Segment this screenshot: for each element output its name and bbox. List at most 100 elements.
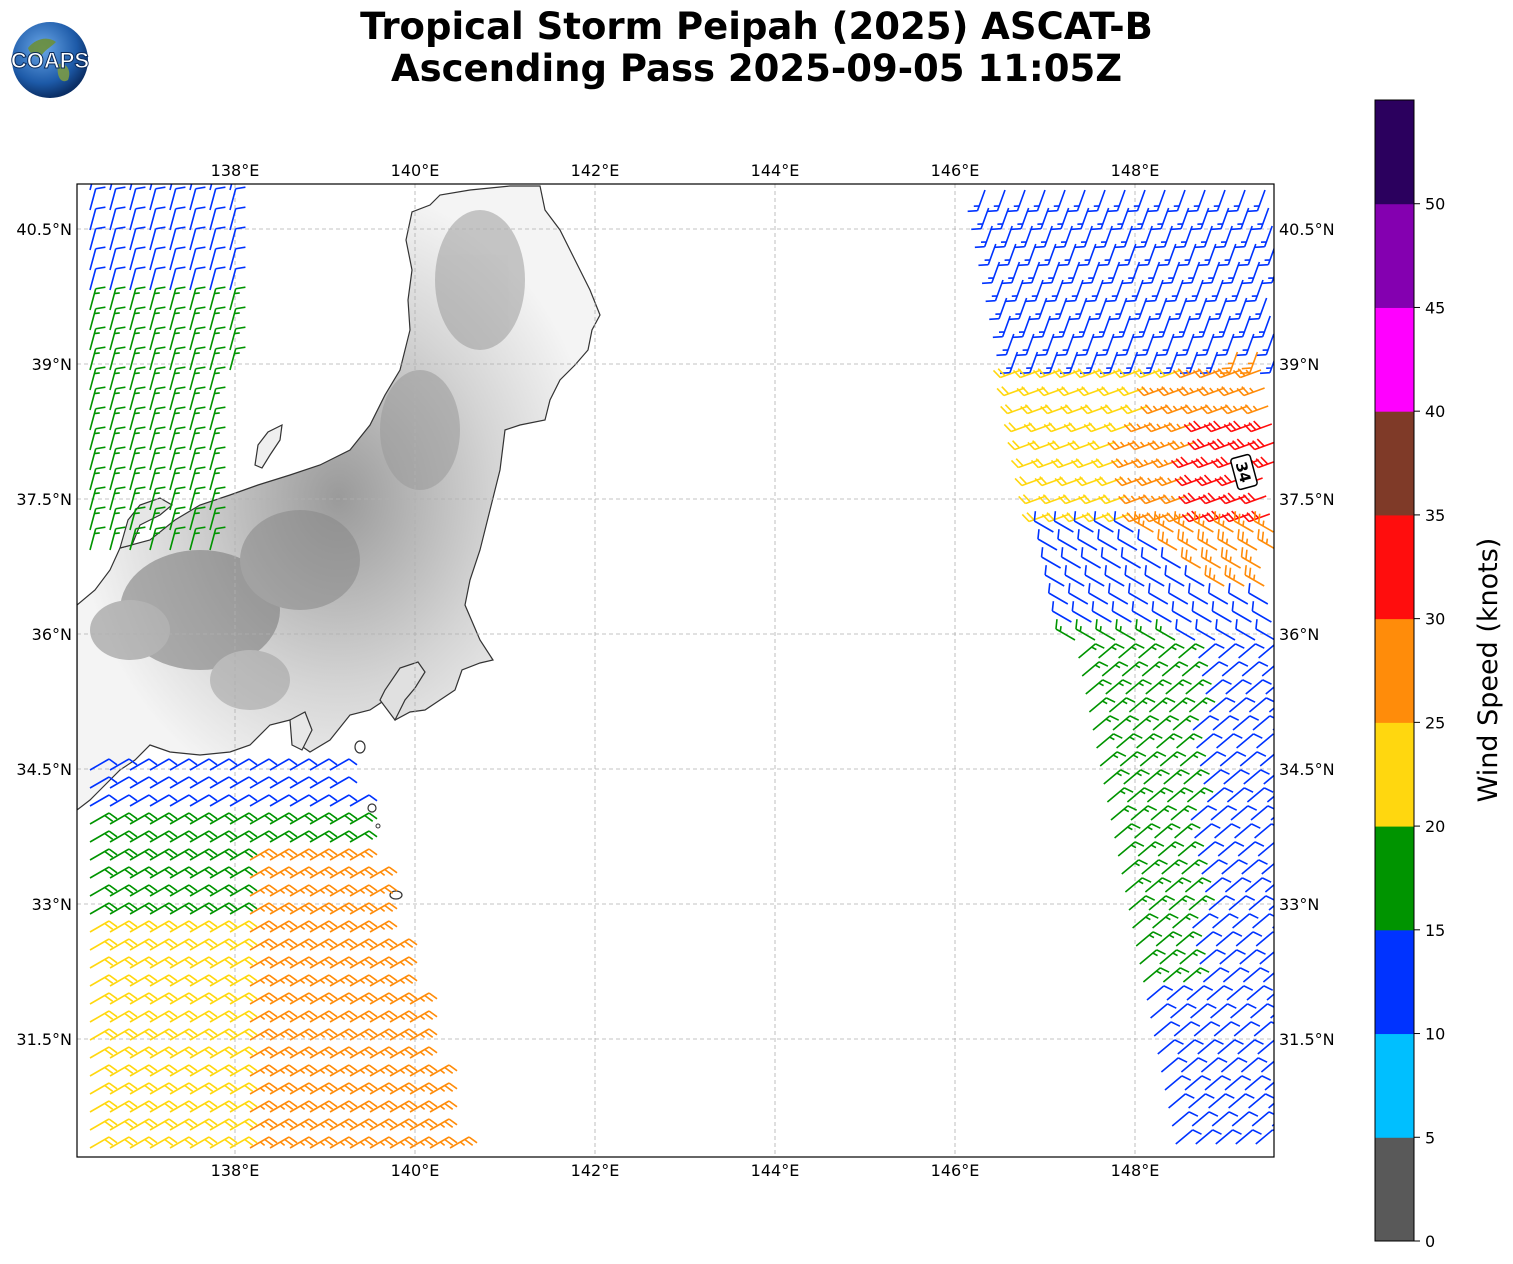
wind-barb: [1183, 769, 1210, 785]
wind-barb: [209, 1136, 238, 1149]
wind-barb: [1136, 386, 1165, 397]
wind-barb: [409, 1046, 438, 1059]
wind-barb: [89, 938, 118, 951]
wind-barb: [1163, 769, 1190, 785]
wind-barb: [1040, 547, 1061, 569]
wind-barb: [169, 1082, 198, 1095]
wind-barb: [129, 848, 158, 861]
wind-barb: [369, 1082, 398, 1095]
wind-barb: [209, 902, 238, 915]
wind-barb: [229, 186, 246, 211]
wind-barb: [409, 1028, 438, 1041]
wind-barb: [1089, 297, 1108, 321]
wind-barb: [189, 1100, 218, 1113]
wind-barb: [109, 758, 138, 771]
wind-barb: [1219, 351, 1239, 375]
wind-barb: [89, 830, 118, 843]
lon-label-top-140: 140°E: [391, 161, 440, 180]
wind-barb: [289, 974, 318, 987]
wind-barb: [1139, 751, 1167, 767]
wind-barb: [409, 1010, 438, 1023]
wind-barb: [209, 1028, 238, 1041]
wind-barb: [269, 776, 298, 789]
wind-barb: [89, 902, 118, 915]
wind-barb: [269, 1118, 298, 1131]
wind-barb: [1135, 931, 1163, 947]
wind-barb: [1134, 225, 1153, 249]
wind-barb: [229, 902, 258, 915]
wind-barb: [1186, 787, 1214, 803]
wind-barb: [189, 184, 206, 191]
wind-barb: [269, 938, 298, 951]
wind-barb: [129, 902, 158, 915]
wind-barb: [129, 426, 146, 451]
wind-barb: [1120, 404, 1149, 415]
wind-barb: [1255, 931, 1274, 947]
wind-barb: [1166, 787, 1194, 803]
wind-barb: [229, 1028, 258, 1041]
wind-barb: [1163, 422, 1193, 433]
wind-barb: [109, 486, 126, 511]
wind-barb: [1256, 333, 1274, 357]
wind-barb: [309, 812, 338, 825]
wind-barb: [249, 1136, 278, 1149]
wind-barb: [1208, 697, 1236, 713]
wind-barb: [269, 1046, 298, 1059]
wind-barb: [1215, 931, 1243, 947]
wind-barb: [289, 956, 318, 969]
wind-barb: [1260, 1057, 1274, 1073]
wind-barb: [109, 1064, 138, 1077]
wind-barb: [189, 1028, 218, 1041]
wind-barb: [1210, 805, 1238, 821]
wind-barb: [1154, 225, 1173, 249]
wind-barb: [1106, 787, 1134, 803]
wind-barb: [1268, 697, 1274, 713]
wind-barb: [329, 902, 358, 915]
wind-barb: [1175, 1129, 1202, 1145]
wind-barb: [109, 286, 126, 311]
wind-barb: [1205, 279, 1224, 303]
wind-barb: [1073, 511, 1094, 533]
wind-barb: [169, 266, 186, 291]
wind-barb: [1130, 805, 1158, 821]
wind-barb: [1239, 949, 1266, 965]
wind-barb: [1252, 715, 1274, 731]
wind-barb: [329, 992, 358, 1005]
wind-barb: [1098, 243, 1117, 267]
wind-barb: [109, 1136, 138, 1149]
wind-barb: [389, 956, 418, 969]
wind-barb: [1165, 679, 1192, 695]
wind-barb: [1065, 279, 1084, 303]
wind-barb: [149, 992, 178, 1005]
wind-barb: [89, 206, 106, 231]
wind-barb: [189, 1082, 218, 1095]
wind-barb: [209, 386, 226, 411]
wind-barb: [1164, 565, 1185, 587]
wind-barb: [1107, 440, 1136, 451]
wind-barb: [1108, 697, 1136, 713]
wind-barb: [1238, 643, 1265, 659]
wind-barb: [89, 974, 118, 987]
wind-barb: [1199, 751, 1227, 767]
wind-barb: [329, 1136, 358, 1149]
wind-barb: [109, 184, 126, 191]
wind-barb: [1147, 189, 1166, 213]
wind-barb: [189, 466, 206, 491]
wind-barb: [1180, 1057, 1208, 1073]
colorbar-tick-label: 45: [1425, 298, 1445, 317]
wind-barb: [1279, 641, 1305, 665]
wind-barb: [129, 386, 146, 411]
wind-barb: [1009, 297, 1028, 321]
wind-barb: [229, 794, 258, 807]
wind-barb: [1218, 243, 1237, 267]
wind-barb: [1252, 315, 1271, 339]
wind-barb: [229, 1082, 258, 1095]
wind-barb: [329, 758, 358, 771]
wind-barb: [309, 848, 338, 861]
wind-barb: [309, 974, 338, 987]
wind-barb: [329, 866, 358, 879]
wind-barb: [1245, 279, 1264, 303]
wind-barb: [149, 902, 178, 915]
wind-barb: [1223, 769, 1250, 785]
wind-barb: [1280, 947, 1306, 971]
